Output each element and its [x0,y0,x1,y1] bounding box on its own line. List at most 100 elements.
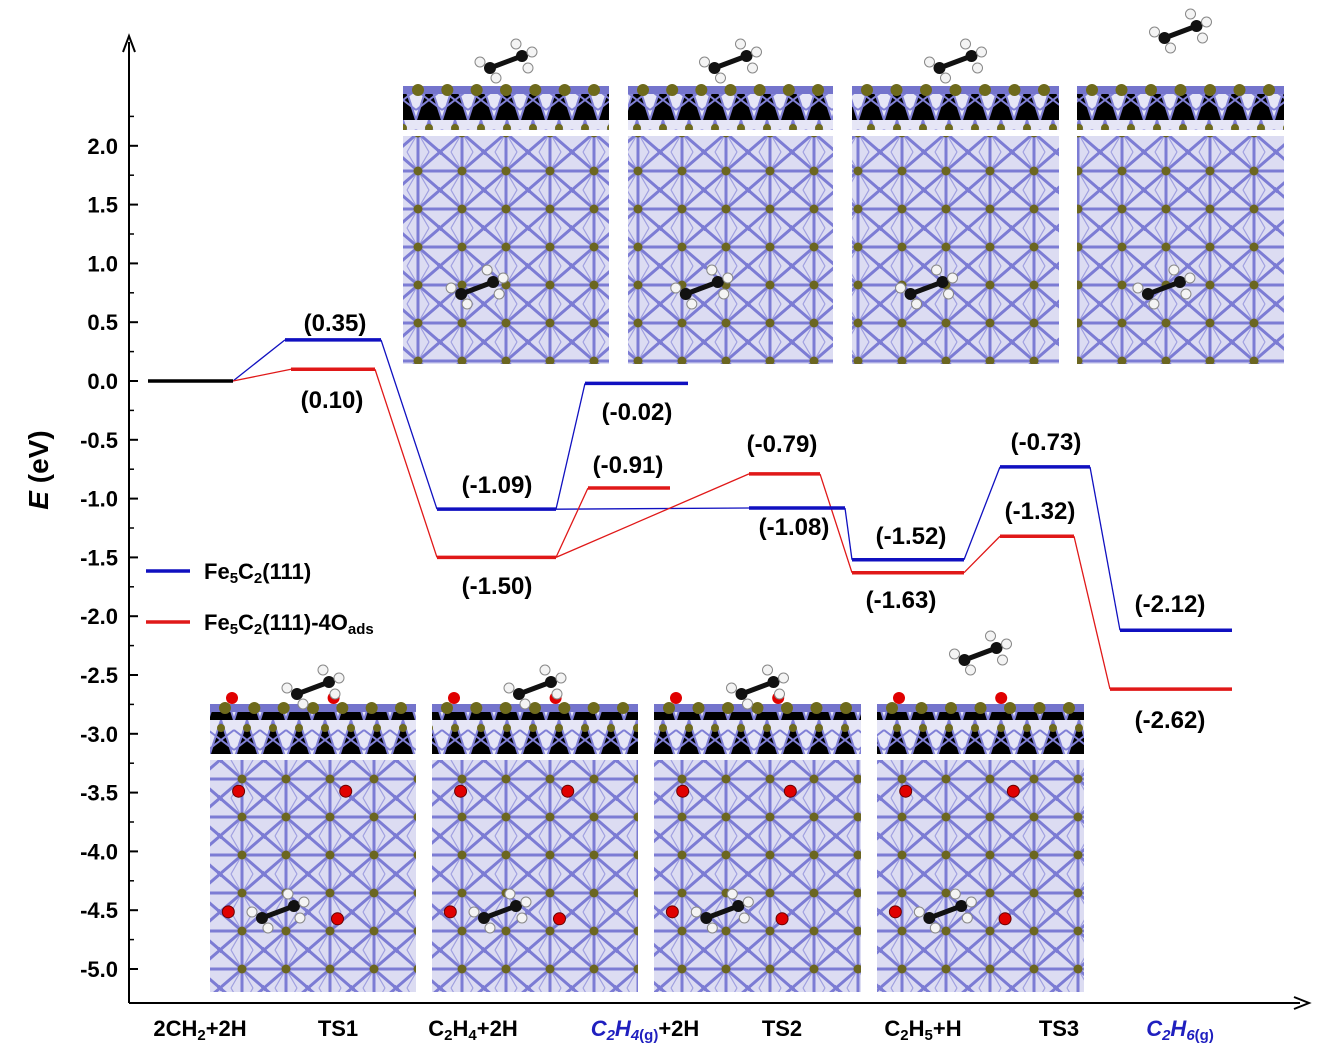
surface-carbon-atom [307,702,319,714]
surface-carbon-atom [1145,84,1157,96]
carbon-atom [711,276,724,288]
surface-carbon-atom [663,702,675,714]
hydrogen-atom [686,298,698,310]
surface-carbon-atom [1004,702,1016,714]
y-tick-label: 1.5 [87,193,118,218]
value-label-clean: (-1.52) [876,523,947,550]
surface-carbon-atom [920,84,932,96]
surface-carbon-atom [500,84,512,96]
oxygen-atom [665,905,679,919]
oxygen-atom [775,912,789,926]
surface-carbon-atom [588,84,600,96]
hydrogen-atom [497,272,509,284]
x-category-label: TS3 [1039,1016,1079,1041]
oxygen-atom [443,905,457,919]
connector-clean [1089,466,1121,631]
carbon-atom [990,642,1003,654]
oxygen-atom [899,784,913,798]
surface-carbon-atom [753,84,766,96]
oxygen-atom [448,692,460,704]
oxygen-atom [1006,784,1020,798]
x-category-label: C2H5+H [884,1016,961,1044]
surface-carbon-atom [915,702,928,714]
y-axis-label: E (eV) [23,430,54,509]
surface-carbon-atom [1008,84,1021,96]
bottom-structure-1 [432,692,638,992]
carbon-atom [767,676,780,688]
hydrogen-atom [461,298,473,310]
hydrogen-atom [726,682,737,694]
legend-label: Fe5C2(111)-4Oads [204,610,374,638]
surface-carbon-atom [974,702,987,714]
hydrogen-atom [1148,298,1160,310]
x-category-label: C2H4(g)+2H [591,1016,700,1044]
carbon-atom [487,276,500,288]
top-molecule-side [924,38,987,84]
hydrogen-atom [747,62,758,74]
surface-carbon-atom [365,702,378,714]
y-tick-label: -1.0 [80,487,118,512]
bottom-molecule-plan [913,888,977,934]
oxygen-atom [888,905,902,919]
surface-carbon-atom [1174,84,1187,96]
surface-carbon-atom [441,702,453,714]
carbon-atom [509,900,522,912]
hydrogen-atom [481,264,493,276]
connector-clean [555,507,750,510]
x-category-label: TS1 [318,1016,358,1041]
connector-lines [232,339,1121,690]
hydrogen-atom [943,288,955,300]
x-category-label: TS2 [762,1016,802,1041]
carbon-atom [955,900,968,912]
top-view-slab [403,136,609,364]
hydrogen-atom [742,896,754,908]
carbon-atom [735,688,748,700]
hydrogen-atom [949,648,960,660]
hydrogen-atom [997,654,1008,666]
bottom-molecule-side [949,630,1012,676]
hydrogen-atom [526,46,538,58]
hydrogen-atom [751,46,762,58]
y-tick-label: -0.5 [80,428,118,453]
surface-carbon-atom [724,84,737,96]
carbon-atom [740,50,753,62]
hydrogen-atom [510,38,522,50]
legend: Fe5C2(111) Fe5C2(111)-4Oads [146,559,374,638]
hydrogen-atom [742,698,753,710]
legend-label: Fe5C2(111) [204,559,311,587]
oxygen-atom [226,692,238,704]
carbon-atom [255,912,268,924]
value-label-oxygen: (-1.50) [462,573,533,600]
hydrogen-atom [333,672,345,684]
hydrogen-atom [947,272,959,284]
hydrogen-atom [706,264,718,276]
hydrogen-atom [735,38,746,50]
oxygen-atom [998,912,1012,926]
top-structure-3 [1077,84,1284,364]
surface-carbon-atom [412,84,424,96]
connector-oxygen [555,473,750,558]
y-tick-label: -5.0 [80,957,118,982]
carbon-atom [933,62,946,74]
top-structure-1 [628,84,833,364]
connector-clean [555,383,586,510]
value-label-oxygen: (-1.63) [866,587,937,614]
top-molecule-side [474,38,538,84]
x-category-label: 2CH2+2H [153,1016,246,1044]
y-tick-label: -2.5 [80,663,118,688]
oxygen-atom [995,692,1008,704]
hydrogen-atom [1165,42,1176,54]
hydrogen-atom [949,888,961,900]
hydrogen-atom [774,688,785,700]
value-label-clean: (0.35) [304,310,367,337]
surface-carbon-atom [692,702,705,714]
surface-carbon-atom [890,84,903,96]
hydrogen-atom [706,922,718,934]
hydrogen-atom [474,56,486,68]
hydrogen-atom [445,282,457,294]
bottom-molecule-side [726,664,789,710]
hydrogen-atom [976,46,987,58]
carbon-atom [1173,276,1186,288]
oxygen-atom [561,784,575,798]
